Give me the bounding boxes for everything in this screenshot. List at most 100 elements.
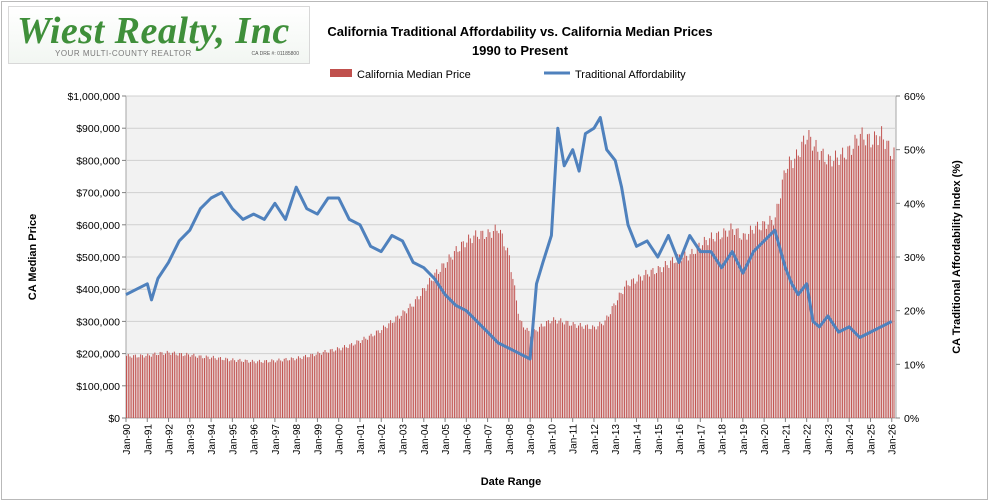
price-bar — [748, 233, 750, 418]
price-bar — [464, 247, 466, 418]
x-axis-title: Date Range — [481, 476, 542, 488]
price-bar — [629, 286, 631, 418]
price-bar — [563, 324, 565, 418]
price-bar — [501, 233, 503, 418]
price-bar — [237, 359, 239, 418]
price-bar — [856, 138, 858, 418]
y-left-tick-label: $500,000 — [76, 252, 120, 264]
price-bar — [359, 342, 361, 418]
price-bar — [845, 159, 847, 419]
price-bar — [251, 359, 253, 418]
y-left-tick-label: $900,000 — [76, 123, 120, 135]
price-bar — [127, 354, 129, 418]
price-bar — [308, 357, 310, 418]
price-bar — [861, 127, 863, 419]
price-bar — [652, 268, 654, 418]
price-bar — [173, 351, 175, 418]
price-bar — [184, 355, 186, 418]
price-bar — [654, 274, 656, 418]
price-bar — [402, 310, 404, 418]
price-bar — [879, 136, 881, 418]
y-right-tick-label: 10% — [904, 359, 925, 371]
price-bar — [455, 246, 457, 418]
x-tick-label: Jan-19 — [739, 424, 750, 455]
price-bar — [242, 362, 244, 418]
price-bar — [749, 225, 751, 418]
price-bar — [468, 234, 470, 418]
price-bar — [804, 144, 806, 419]
price-bar — [377, 330, 379, 418]
price-bar — [211, 357, 213, 418]
price-bar — [156, 355, 158, 418]
price-bar — [625, 280, 627, 418]
price-bar — [576, 327, 578, 418]
price-bar — [375, 330, 377, 418]
price-bar — [702, 245, 704, 418]
price-bar — [425, 290, 427, 418]
price-bar — [140, 354, 142, 418]
price-bar — [790, 160, 792, 418]
y-right-axis-title: CA Traditional Affordability Index (%) — [951, 160, 963, 354]
price-bar — [595, 329, 597, 418]
price-bar — [703, 236, 705, 418]
price-bar — [317, 351, 319, 418]
price-bar — [163, 354, 165, 418]
price-bar — [888, 140, 890, 418]
price-bar — [292, 358, 294, 418]
price-bar — [719, 239, 721, 418]
price-bar — [751, 229, 753, 418]
x-tick-label: Jan-92 — [165, 424, 176, 455]
price-bar — [813, 146, 815, 418]
price-bar — [870, 147, 872, 418]
y-left-tick-label: $300,000 — [76, 316, 120, 328]
price-bar — [136, 357, 138, 418]
price-bar — [833, 160, 835, 418]
price-bar — [551, 320, 553, 418]
chart-subtitle: 1990 to Present — [471, 43, 569, 58]
x-tick-label: Jan-14 — [632, 424, 643, 455]
y-right-tick-label: 50% — [904, 145, 925, 157]
price-bar — [278, 358, 280, 418]
x-tick-label: Jan-25 — [866, 424, 877, 455]
price-bar — [287, 360, 289, 418]
price-bar — [283, 358, 285, 418]
price-bar — [193, 353, 195, 418]
price-bar — [133, 355, 135, 418]
price-bar — [508, 255, 510, 418]
price-bar — [838, 164, 840, 418]
price-bar — [180, 353, 182, 418]
x-tick-label: Jan-10 — [547, 424, 558, 455]
price-bar — [257, 361, 259, 418]
price-bar — [604, 320, 606, 418]
price-bar — [693, 254, 695, 418]
price-bar — [336, 347, 338, 418]
price-bar — [843, 157, 845, 419]
price-bar — [397, 315, 399, 418]
price-bar — [778, 203, 780, 418]
price-bar — [663, 267, 665, 418]
price-bar — [446, 262, 448, 418]
price-bar — [640, 276, 642, 418]
price-bar — [188, 354, 190, 418]
price-bar — [593, 326, 595, 418]
y-left-tick-label: $100,000 — [76, 381, 120, 393]
price-bar — [788, 156, 790, 418]
price-bar — [618, 292, 620, 418]
price-bar — [700, 248, 702, 418]
price-bar — [466, 242, 468, 418]
price-bar — [772, 225, 774, 418]
price-bar — [819, 160, 821, 418]
price-bar — [801, 141, 803, 418]
price-bar — [811, 150, 813, 418]
price-bar — [487, 229, 489, 418]
price-bar — [198, 355, 200, 418]
price-bar — [413, 306, 415, 418]
price-bar — [641, 280, 643, 418]
price-bar — [803, 135, 805, 418]
price-bar — [365, 338, 367, 418]
price-bar — [526, 327, 528, 418]
price-bar — [815, 139, 817, 418]
x-tick-label: Jan-12 — [590, 424, 601, 455]
price-bar — [230, 360, 232, 418]
